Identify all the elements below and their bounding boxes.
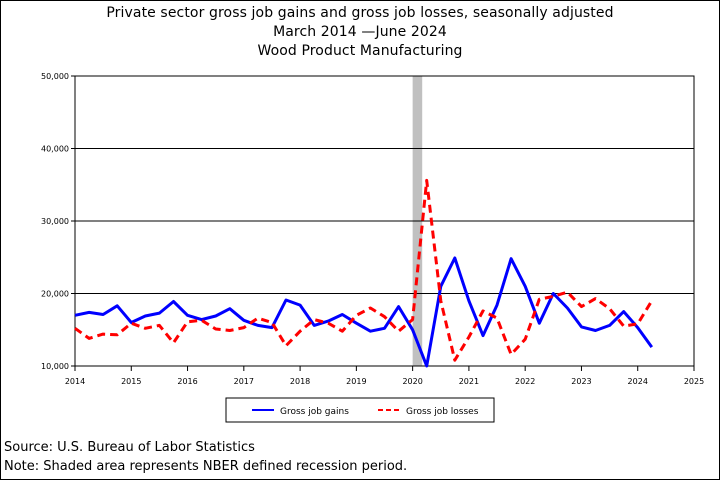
- y-tick-label: 20,000: [41, 290, 69, 299]
- x-tick-label: 2019: [346, 377, 366, 386]
- legend-label: Gross job gains: [280, 407, 349, 417]
- x-tick-label: 2020: [402, 377, 422, 386]
- source-note: Source: U.S. Bureau of Labor Statistics: [4, 440, 255, 455]
- x-tick-label: 2024: [628, 377, 648, 386]
- y-tick-label: 50,000: [41, 72, 69, 81]
- x-tick-label: 2017: [234, 377, 254, 386]
- x-tick-label: 2023: [571, 377, 591, 386]
- x-tick-label: 2022: [515, 377, 535, 386]
- x-tick-label: 2025: [684, 377, 704, 386]
- x-tick-label: 2021: [459, 377, 479, 386]
- x-tick-label: 2018: [290, 377, 310, 386]
- y-tick-label: 30,000: [41, 217, 69, 226]
- series-line-gains: [74, 256, 654, 368]
- chart-title: Private sector gross job gains and gross…: [106, 5, 614, 21]
- legend-label: Gross job losses: [406, 407, 479, 417]
- x-tick-label: 2015: [121, 377, 141, 386]
- chart-industry-label: Wood Product Manufacturing: [257, 43, 463, 59]
- x-tick-label: 2016: [177, 377, 197, 386]
- chart-subtitle: March 2014 —June 2024: [273, 24, 447, 40]
- series-line-losses: [74, 178, 654, 362]
- y-tick-label: 40,000: [41, 145, 69, 154]
- x-tick-label: 2014: [65, 377, 85, 386]
- y-tick-label: 10,000: [41, 362, 69, 371]
- recession-note: Note: Shaded area represents NBER define…: [4, 459, 408, 474]
